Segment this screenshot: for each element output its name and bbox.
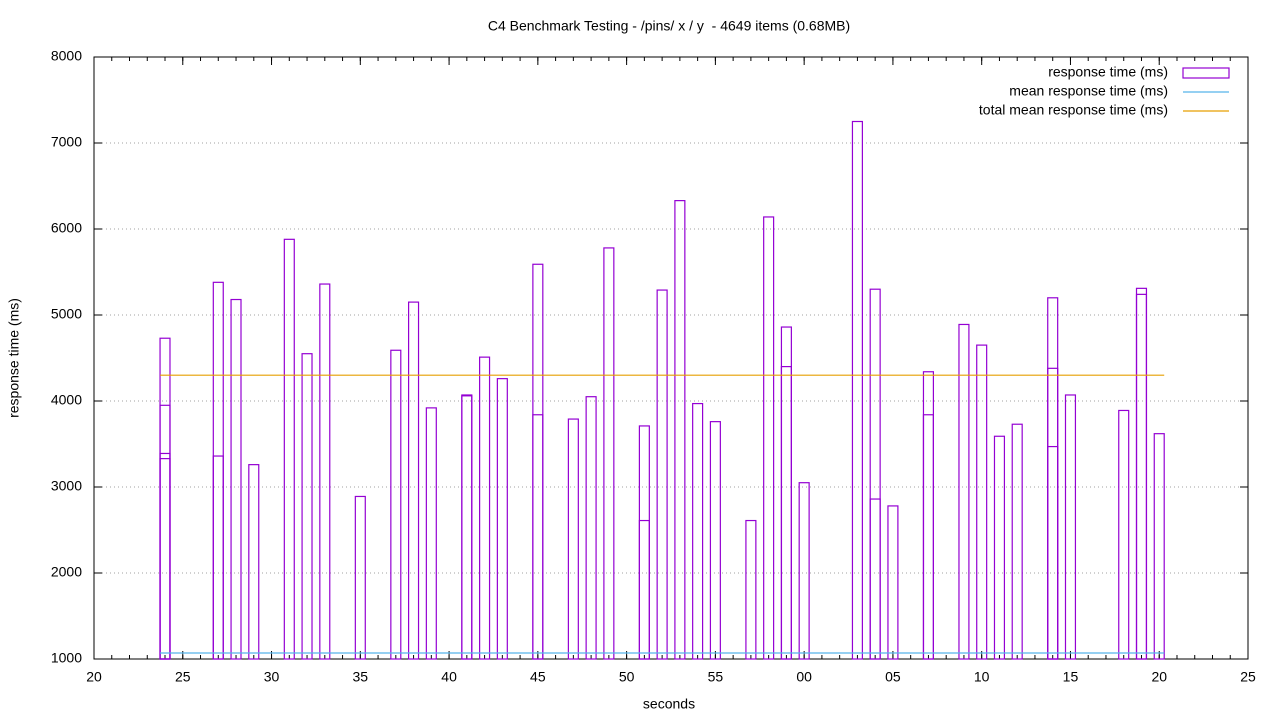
x-tick-label: 45 — [530, 669, 546, 685]
bar — [1047, 367, 1059, 660]
bar — [922, 414, 935, 660]
x-tick-label: 20 — [1151, 669, 1167, 685]
y-tick-label: 7000 — [51, 134, 82, 150]
legend-label: total mean response time (ms) — [979, 102, 1168, 118]
bar — [1011, 423, 1023, 660]
bar — [461, 395, 473, 660]
x-tick-label: 35 — [353, 669, 369, 685]
bar — [212, 281, 224, 660]
bar — [638, 425, 650, 660]
bar — [461, 394, 473, 660]
bar — [780, 326, 792, 660]
bar — [390, 349, 402, 660]
bar — [638, 519, 650, 660]
legend-label: response time (ms) — [1048, 64, 1168, 80]
bar — [230, 298, 242, 660]
x-tick-label: 10 — [974, 669, 990, 685]
bar — [763, 216, 775, 660]
y-tick-label: 3000 — [51, 478, 82, 494]
x-tick-label: 05 — [885, 669, 901, 685]
bar — [159, 337, 171, 660]
y-axis-label: response time (ms) — [6, 298, 22, 418]
bar — [479, 356, 491, 660]
y-tick-label: 6000 — [51, 220, 82, 236]
bar — [248, 464, 260, 660]
bar — [425, 407, 437, 660]
x-axis-label: seconds — [643, 696, 695, 712]
x-tick-label: 55 — [708, 669, 724, 685]
bar — [212, 455, 224, 660]
bar — [656, 289, 668, 660]
x-tick-label: 00 — [796, 669, 812, 685]
plot-frame — [93, 56, 1249, 660]
bar — [354, 495, 366, 660]
bar — [869, 288, 881, 660]
bar — [976, 344, 988, 660]
x-tick-label: 50 — [619, 669, 635, 685]
bar — [692, 402, 704, 660]
bar — [567, 418, 579, 660]
legend-label: mean response time (ms) — [1009, 83, 1168, 99]
bar — [496, 378, 508, 660]
bar — [1135, 293, 1148, 660]
legend-swatch — [1182, 67, 1230, 79]
y-tick-label: 2000 — [51, 564, 82, 580]
x-tick-label: 30 — [264, 669, 280, 685]
bar — [798, 482, 810, 660]
bar — [674, 200, 686, 660]
bar — [407, 301, 420, 660]
y-tick-label: 1000 — [51, 650, 82, 666]
bar — [887, 505, 899, 660]
x-tick-label: 25 — [175, 669, 191, 685]
y-tick-label: 4000 — [51, 392, 82, 408]
bar — [603, 247, 615, 660]
x-tick-label: 15 — [1063, 669, 1079, 685]
bar — [1047, 445, 1059, 660]
bar — [1064, 394, 1077, 660]
x-tick-label: 40 — [441, 669, 457, 685]
bar — [745, 519, 757, 660]
bar — [283, 238, 295, 660]
bar — [851, 120, 863, 660]
y-tick-label: 8000 — [51, 48, 82, 64]
bar — [1118, 409, 1130, 660]
bar — [1135, 287, 1148, 660]
bar — [319, 283, 331, 660]
bar — [159, 458, 171, 660]
bar — [532, 263, 544, 660]
bar — [301, 353, 313, 660]
bar — [159, 452, 171, 660]
x-tick-label: 20 — [86, 669, 102, 685]
bar — [532, 414, 544, 660]
bar — [780, 366, 792, 660]
bar — [1153, 433, 1165, 660]
chart-title: C4 Benchmark Testing - /pins/ x / y - 46… — [488, 18, 850, 34]
bar — [958, 323, 970, 660]
bar — [585, 396, 597, 660]
bar — [869, 498, 881, 660]
bar — [1047, 297, 1059, 660]
bar — [709, 421, 721, 660]
bar — [993, 435, 1006, 660]
x-tick-label: 25 — [1240, 669, 1256, 685]
y-tick-label: 5000 — [51, 306, 82, 322]
bar — [159, 404, 171, 660]
